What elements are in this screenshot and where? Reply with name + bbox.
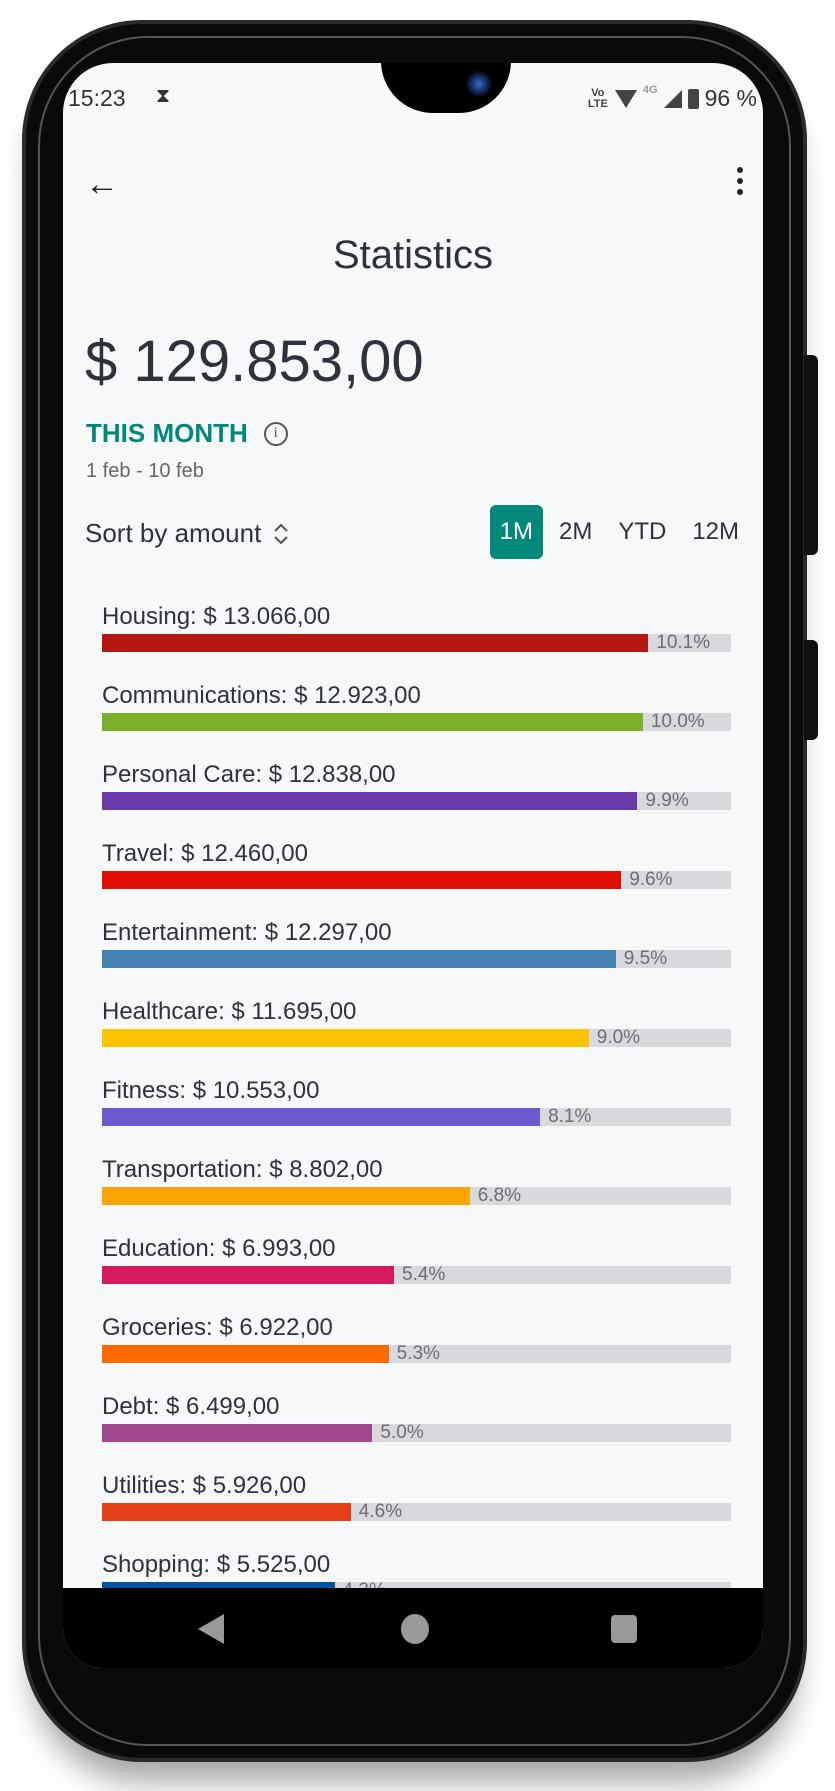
period-text: THIS MONTH	[86, 418, 248, 448]
category-label: Debt: $ 6.499,00	[102, 1393, 280, 1420]
sort-dropdown[interactable]: Sort by amount	[85, 518, 289, 549]
category-label: Personal Care: $ 12.838,00	[102, 761, 396, 788]
category-bar-fill	[102, 1503, 351, 1521]
category-label: Utilities: $ 5.926,00	[102, 1472, 307, 1499]
category-row[interactable]: Entertainment: $ 12.297,00 9.5%	[102, 919, 731, 998]
category-row[interactable]: Housing: $ 13.066,00 10.1%	[102, 603, 731, 682]
category-bar-fill	[102, 1187, 470, 1205]
category-percent: 5.4%	[402, 1264, 446, 1285]
category-bar-fill	[102, 950, 616, 968]
status-time: 15:23	[68, 85, 126, 111]
category-percent: 10.1%	[656, 632, 711, 653]
wifi-icon	[614, 89, 637, 108]
category-list: Housing: $ 13.066,00 10.1% Communication…	[102, 603, 731, 1630]
category-percent: 9.0%	[596, 1027, 641, 1048]
battery-icon	[687, 88, 699, 109]
category-bar-fill	[102, 1029, 589, 1047]
category-bar-track: 5.4%	[102, 1264, 731, 1285]
range-chip[interactable]: 12M	[692, 518, 739, 545]
category-bar-track: 9.5%	[102, 948, 731, 969]
network-type: 4G	[642, 84, 658, 96]
category-label: Groceries: $ 6.922,00	[102, 1314, 333, 1341]
category-bar-track: 5.3%	[102, 1343, 731, 1364]
category-row[interactable]: Groceries: $ 6.922,00 5.3%	[102, 1314, 731, 1393]
category-bar-track: 6.8%	[102, 1185, 731, 1206]
hourglass-icon: ⧗	[156, 85, 171, 107]
battery-percent: 96 %	[704, 85, 757, 111]
category-label: Entertainment: $ 12.297,00	[102, 919, 392, 946]
more-options-icon[interactable]	[735, 167, 745, 195]
page-title: Statistics	[332, 233, 494, 277]
category-percent: 6.8%	[477, 1185, 522, 1206]
category-percent: 8.1%	[548, 1106, 592, 1127]
category-percent: 9.5%	[623, 948, 668, 969]
category-percent: 4.6%	[358, 1501, 403, 1522]
category-label: Travel: $ 12.460,00	[102, 840, 308, 867]
category-bar-fill	[102, 634, 649, 652]
category-label: Fitness: $ 10.553,00	[102, 1077, 320, 1104]
status-bar: 15:23 ⧗ Vo LTE 4G 96 %	[63, 85, 763, 113]
category-label: Healthcare: $ 11.695,00	[102, 998, 357, 1025]
category-percent: 9.9%	[645, 790, 689, 811]
nav-home-icon[interactable]	[401, 1614, 429, 1644]
category-bar-fill	[102, 1345, 389, 1363]
back-arrow-icon[interactable]: ←	[85, 165, 119, 203]
category-row[interactable]: Healthcare: $ 11.695,00 9.0%	[102, 998, 731, 1077]
range-selector: 1M 2M YTD 12M	[489, 505, 749, 559]
category-row[interactable]: Personal Care: $ 12.838,00 9.9%	[102, 761, 731, 840]
sort-chevrons-icon	[274, 523, 289, 544]
category-bar-fill	[102, 1424, 373, 1442]
total-amount: $ 129.853,00	[85, 329, 424, 394]
signal-icon	[663, 89, 682, 108]
category-bar-fill	[102, 1266, 395, 1284]
category-row[interactable]: Education: $ 6.993,00 5.4%	[102, 1235, 731, 1314]
range-chip[interactable]: 1M	[489, 505, 543, 559]
category-row[interactable]: Communications: $ 12.923,00 10.0%	[102, 682, 731, 761]
app-bar: ←	[63, 153, 763, 223]
nav-back-icon[interactable]	[198, 1614, 224, 1644]
screen: 15:23 ⧗ Vo LTE 4G 96 % ← Statistics $ 12…	[63, 63, 763, 1668]
category-percent: 10.0%	[650, 711, 705, 732]
category-bar-track: 9.6%	[102, 869, 731, 890]
category-bar-track: 4.6%	[102, 1501, 731, 1522]
range-chip[interactable]: 2M	[558, 518, 593, 545]
category-bar-track: 9.9%	[102, 790, 731, 811]
category-label: Shopping: $ 5.525,00	[102, 1551, 331, 1578]
category-label: Communications: $ 12.923,00	[102, 682, 421, 709]
category-row[interactable]: Debt: $ 6.499,00 5.0%	[102, 1393, 731, 1472]
range-chip[interactable]: YTD	[618, 518, 667, 545]
category-label: Housing: $ 13.066,00	[102, 603, 331, 630]
category-bar-fill	[102, 871, 622, 889]
category-percent: 9.6%	[629, 869, 673, 890]
category-bar-fill	[102, 792, 638, 810]
category-row[interactable]: Fitness: $ 10.553,00 8.1%	[102, 1077, 731, 1156]
category-bar-track: 5.0%	[102, 1422, 731, 1443]
volte-icon: Vo LTE	[587, 86, 608, 110]
power-button	[804, 640, 818, 740]
navigation-bar	[63, 1588, 763, 1668]
nav-recents-icon[interactable]	[611, 1615, 637, 1643]
category-row[interactable]: Transportation: $ 8.802,00 6.8%	[102, 1156, 731, 1235]
date-range: 1 feb - 10 feb	[86, 460, 204, 482]
category-bar-track: 10.0%	[102, 711, 731, 732]
category-percent: 5.0%	[380, 1422, 424, 1443]
category-bar-track: 8.1%	[102, 1106, 731, 1127]
category-label: Transportation: $ 8.802,00	[102, 1156, 383, 1183]
info-icon[interactable]: i	[263, 421, 288, 446]
category-row[interactable]: Utilities: $ 5.926,00 4.6%	[102, 1472, 731, 1551]
camera-icon	[466, 71, 492, 97]
category-bar-track: 9.0%	[102, 1027, 731, 1048]
sort-label: Sort by amount	[85, 518, 262, 548]
period-label: THIS MONTH i	[86, 418, 288, 449]
category-label: Education: $ 6.993,00	[102, 1235, 336, 1262]
volume-button	[804, 355, 818, 555]
category-bar-fill	[102, 1108, 541, 1126]
category-row[interactable]: Travel: $ 12.460,00 9.6%	[102, 840, 731, 919]
category-bar-fill	[102, 713, 643, 731]
category-percent: 5.3%	[396, 1343, 440, 1364]
category-bar-track: 10.1%	[102, 632, 731, 653]
